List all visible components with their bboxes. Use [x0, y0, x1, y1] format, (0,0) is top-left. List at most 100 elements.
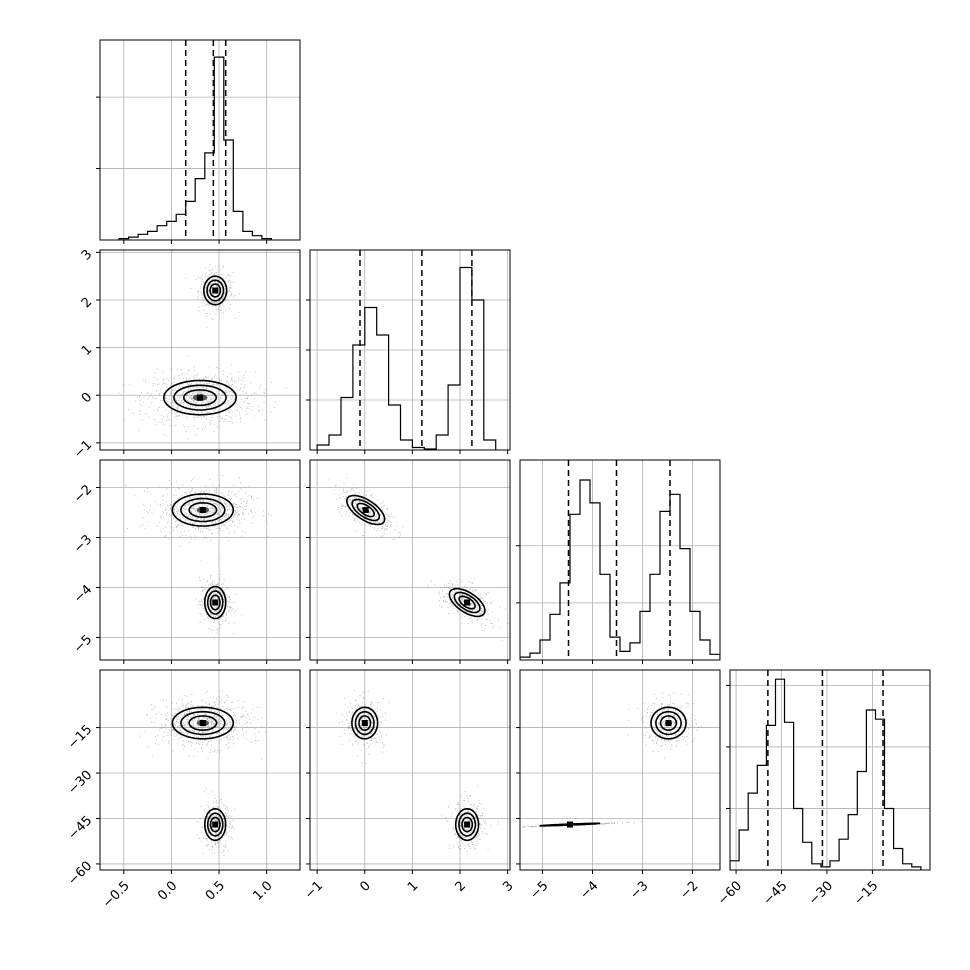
hist-panel-content [520, 460, 720, 660]
histogram-3 [520, 479, 720, 660]
density-contour [206, 812, 224, 837]
x-tick-label: −30 [806, 878, 836, 908]
scatter-points [427, 578, 509, 641]
density-contour [356, 502, 375, 518]
x-tick-label: −60 [715, 878, 745, 908]
density-peak [197, 394, 203, 401]
scatter-panel-2-1 [96, 249, 301, 454]
hist-panel-4 [726, 669, 931, 874]
y-tick-label: 3 [79, 247, 95, 263]
y-tick-label: 1 [79, 342, 95, 358]
density-contour [453, 591, 481, 614]
y-tick-label: −15 [65, 722, 95, 752]
density-contour [203, 585, 227, 620]
density-contour [650, 706, 687, 740]
y-tick-label: −3 [71, 532, 95, 556]
density-contour [209, 816, 221, 833]
density-contour [345, 494, 386, 526]
x-tick-label: 0.0 [155, 878, 180, 903]
scatter-panel-4-2 [306, 669, 511, 874]
y-tick-label: −30 [65, 768, 95, 798]
scatter-points [627, 692, 702, 759]
y-tick-label: 0 [79, 390, 95, 406]
hist-panel-content [730, 670, 930, 870]
scatter-points [139, 690, 266, 760]
scatter-points [118, 355, 287, 450]
histogram-1 [118, 56, 272, 240]
scatter-frame [99, 459, 301, 661]
y-tick-label: −45 [65, 813, 95, 843]
x-tick-label: 1.0 [250, 878, 275, 903]
density-peak [362, 507, 369, 513]
density-peak [665, 720, 672, 726]
y-tick-label: −1 [71, 438, 95, 462]
density-contour [556, 823, 584, 826]
scatter-frame [309, 669, 511, 871]
density-contour [206, 590, 224, 615]
density-contour [351, 498, 381, 522]
density-peak [464, 821, 471, 828]
x-tick-label: 1 [405, 878, 421, 894]
density-contour [162, 379, 238, 416]
density-contour [351, 706, 379, 740]
density-contour [188, 715, 218, 731]
hist-panel-2 [306, 249, 511, 454]
y-tick-label: 2 [79, 295, 95, 311]
y-tick-label: −5 [71, 632, 95, 656]
y-tick-label: −4 [71, 582, 95, 606]
scatter-panel-4-1 [96, 669, 301, 874]
x-tick-label: −2 [677, 878, 701, 902]
density-contour [202, 275, 228, 306]
hist-frame [99, 39, 301, 241]
hist-panel-content [100, 40, 300, 240]
scatter-panel-content [310, 670, 510, 870]
density-contour [171, 706, 235, 740]
scatter-frame [99, 669, 301, 871]
density-peak [464, 599, 471, 606]
x-tick-label: −15 [851, 878, 881, 908]
scatter-panel-4-3 [516, 669, 721, 874]
scatter-points [335, 689, 390, 764]
scatter-points [196, 788, 236, 856]
density-contour [655, 710, 682, 736]
scatter-panel-3-2 [306, 459, 511, 664]
density-contour [171, 493, 235, 527]
x-tick-label: −0.5 [100, 878, 133, 911]
scatter-panel-content [100, 250, 300, 450]
density-contour [180, 497, 226, 523]
histogram-4 [730, 678, 922, 870]
density-peak [212, 821, 219, 828]
hist-frame [519, 459, 721, 661]
scatter-panel-content [520, 670, 720, 870]
density-peak [567, 821, 573, 828]
x-tick-label: −5 [527, 878, 551, 902]
scatter-panel-content [100, 670, 300, 870]
density-peak [212, 599, 219, 606]
x-tick-label: −3 [627, 878, 651, 902]
scatter-panel-content [310, 460, 510, 660]
density-peak [199, 507, 206, 513]
density-peak [361, 720, 368, 726]
density-contour [180, 710, 226, 736]
y-tick-label: −60 [65, 859, 95, 889]
hist-panel-content [310, 250, 510, 450]
x-tick-label: 0.5 [203, 878, 228, 903]
hist-panel-1 [96, 39, 301, 244]
density-peak [199, 720, 206, 726]
hist-frame [729, 669, 931, 871]
density-contour [458, 812, 477, 837]
density-peak [212, 287, 219, 294]
density-contour [458, 595, 476, 610]
density-contour [188, 501, 218, 519]
density-contour [659, 715, 678, 731]
density-contour [461, 816, 474, 833]
density-contour [203, 807, 227, 842]
scatter-frame [309, 459, 511, 661]
y-tick-label: −2 [71, 482, 95, 506]
density-contour [206, 279, 225, 302]
x-tick-label: −1 [302, 878, 326, 902]
density-contour [209, 283, 222, 298]
density-contour [209, 594, 221, 611]
density-contour [448, 587, 486, 618]
